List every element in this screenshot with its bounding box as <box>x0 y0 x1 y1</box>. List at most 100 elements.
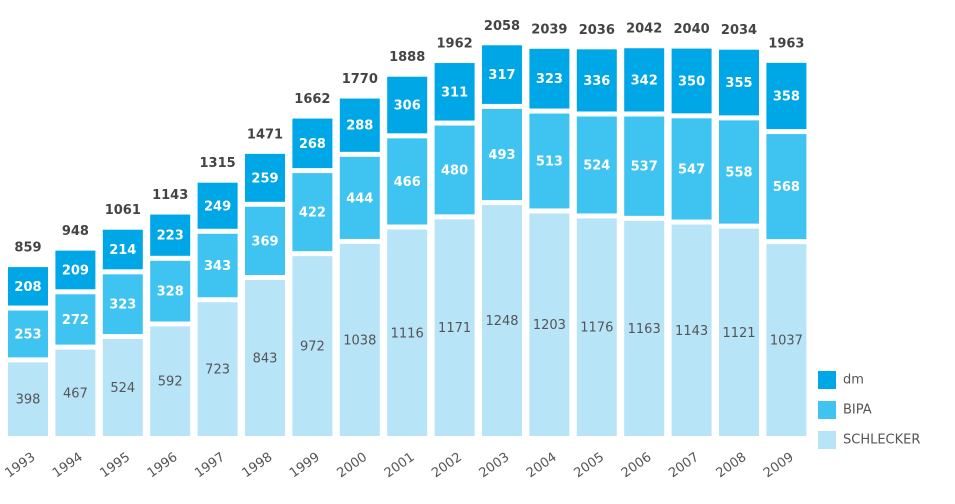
bar-segment <box>292 118 333 169</box>
total-label: 1770 <box>342 72 378 87</box>
x-tick-label: 2007 <box>666 450 702 481</box>
total-label: 2058 <box>484 19 520 34</box>
data-label: 259 <box>251 171 278 186</box>
legend-swatch <box>818 401 836 419</box>
data-label: 358 <box>773 89 800 104</box>
bar-segment <box>624 48 665 112</box>
data-label: 249 <box>204 199 231 214</box>
bar-segment <box>197 302 238 436</box>
bar-segment <box>482 108 522 201</box>
data-label: 214 <box>109 243 136 258</box>
bar-segment <box>529 113 570 209</box>
bar-segment <box>387 229 428 436</box>
x-tick-label: 1993 <box>3 450 39 481</box>
data-label: 493 <box>488 148 515 163</box>
data-label: 1121 <box>722 326 755 341</box>
total-label: 1143 <box>152 188 188 203</box>
bar-segment <box>529 213 570 436</box>
x-tick-label: 1998 <box>240 450 276 481</box>
bar-segment <box>766 134 807 240</box>
x-tick-label: 2002 <box>429 450 465 481</box>
legend-label: dm <box>843 373 864 388</box>
total-label: 1662 <box>294 92 330 107</box>
total-label: 1061 <box>105 203 141 218</box>
data-label: 1163 <box>628 322 661 337</box>
data-label: 369 <box>251 234 278 249</box>
data-label: 1203 <box>533 318 566 333</box>
total-label: 1962 <box>437 37 473 52</box>
bar-segment <box>387 76 428 134</box>
data-label: 547 <box>678 162 705 177</box>
bar-segment <box>766 244 807 436</box>
data-label: 1171 <box>438 321 471 336</box>
bar-segment <box>339 243 380 436</box>
total-label: 2040 <box>674 22 710 37</box>
data-label: 317 <box>488 68 515 83</box>
bar-segment <box>150 214 191 256</box>
x-tick-label: 1994 <box>50 450 86 481</box>
bar-segment <box>576 49 617 112</box>
data-label: 323 <box>109 298 136 313</box>
bar-segment <box>197 233 238 298</box>
legend-swatch <box>818 371 836 389</box>
data-label: 336 <box>583 74 610 89</box>
total-label: 2042 <box>626 22 662 37</box>
total-label: 2036 <box>579 23 615 38</box>
bar-segment <box>624 116 665 216</box>
x-tick-label: 1999 <box>287 450 323 481</box>
data-label: 568 <box>773 180 800 195</box>
x-tick-label: 1996 <box>145 450 181 481</box>
bar-segment <box>8 310 48 358</box>
total-label: 1963 <box>768 36 804 51</box>
x-tick-label: 2005 <box>571 450 607 481</box>
bar-segment <box>719 228 759 436</box>
data-label: 513 <box>536 154 563 169</box>
data-label: 208 <box>14 280 41 295</box>
bar-segment <box>576 116 617 214</box>
data-label: 311 <box>441 85 468 100</box>
data-label: 268 <box>299 137 326 152</box>
legend-swatch <box>818 431 836 449</box>
bar-segment <box>292 173 333 252</box>
bar-segment <box>245 280 285 436</box>
bar-segment <box>292 256 333 436</box>
x-tick-label: 2001 <box>382 450 418 481</box>
data-label: 723 <box>205 363 230 378</box>
bar-segment <box>434 63 475 121</box>
data-label: 209 <box>62 263 89 278</box>
data-label: 1116 <box>391 326 424 341</box>
data-label: 306 <box>394 99 421 114</box>
bar-segment <box>434 125 475 215</box>
data-label: 480 <box>441 163 468 178</box>
x-tick-label: 1995 <box>97 450 133 481</box>
bar-segment <box>8 362 48 436</box>
x-tick-label: 2000 <box>334 450 370 481</box>
total-label: 1888 <box>389 50 425 65</box>
data-label: 1143 <box>675 324 708 339</box>
data-label: 355 <box>725 76 752 91</box>
data-label: 524 <box>110 381 135 396</box>
bar-segment <box>624 220 665 436</box>
data-label: 1037 <box>770 334 803 349</box>
data-label: 444 <box>346 191 373 206</box>
bar-segment <box>245 206 285 276</box>
bar-segment <box>150 326 191 436</box>
x-tick-label: 2004 <box>524 450 560 481</box>
bar-segment <box>197 182 238 229</box>
data-label: 524 <box>583 158 610 173</box>
x-tick-label: 2003 <box>477 450 513 481</box>
data-label: 328 <box>157 285 184 300</box>
total-label: 2034 <box>721 23 757 38</box>
legend-label: BIPA <box>843 403 872 418</box>
data-label: 1176 <box>580 321 613 336</box>
bar-segment <box>719 120 759 224</box>
bar-segment <box>8 267 48 306</box>
bar-segment <box>102 229 143 270</box>
data-label: 288 <box>346 119 373 134</box>
data-label: 843 <box>253 352 278 367</box>
bar-segment <box>719 49 759 116</box>
data-label: 466 <box>394 175 421 190</box>
bar-segment <box>529 48 570 109</box>
data-label: 343 <box>204 259 231 274</box>
data-label: 342 <box>631 73 658 88</box>
